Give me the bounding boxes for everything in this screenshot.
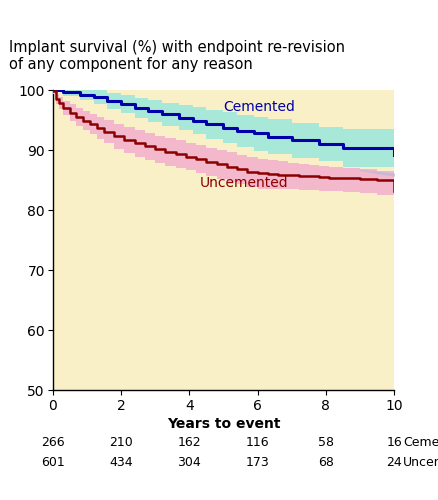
Text: 266: 266: [41, 436, 64, 449]
Text: 601: 601: [41, 456, 64, 469]
Text: 16: 16: [386, 436, 402, 449]
Text: Uncemented: Uncemented: [403, 456, 438, 469]
Text: 434: 434: [109, 456, 133, 469]
Text: 162: 162: [177, 436, 201, 449]
Text: 304: 304: [177, 456, 201, 469]
X-axis label: Years to event: Years to event: [166, 417, 280, 431]
Text: 173: 173: [246, 456, 269, 469]
Text: Cemented: Cemented: [223, 100, 295, 114]
Text: 68: 68: [318, 456, 334, 469]
Text: 58: 58: [318, 436, 334, 449]
Text: 116: 116: [246, 436, 269, 449]
Text: 210: 210: [109, 436, 133, 449]
Text: Cemented: Cemented: [403, 436, 438, 449]
Text: Uncemented: Uncemented: [199, 176, 288, 190]
Text: 24: 24: [386, 456, 402, 469]
Text: Implant survival (%) with endpoint re-revision
of any component for any reason: Implant survival (%) with endpoint re-re…: [9, 40, 345, 72]
